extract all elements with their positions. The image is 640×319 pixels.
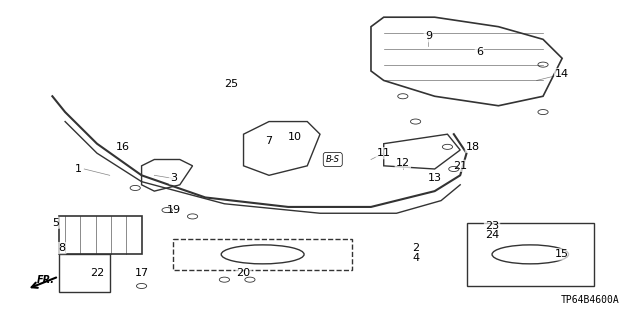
Text: 13: 13 xyxy=(428,174,442,183)
Text: 5: 5 xyxy=(52,218,59,228)
Text: 3: 3 xyxy=(170,174,177,183)
Text: 18: 18 xyxy=(466,142,480,152)
Text: 2: 2 xyxy=(412,243,419,253)
Text: 8: 8 xyxy=(58,243,65,253)
Text: 19: 19 xyxy=(166,205,180,215)
Text: 25: 25 xyxy=(224,78,238,89)
Text: 14: 14 xyxy=(555,69,569,79)
Text: 16: 16 xyxy=(115,142,129,152)
Text: B-S: B-S xyxy=(326,155,340,164)
Text: 15: 15 xyxy=(555,249,569,259)
Text: 17: 17 xyxy=(134,268,148,278)
Text: 23: 23 xyxy=(485,221,499,231)
Text: 7: 7 xyxy=(266,136,273,145)
Text: 1: 1 xyxy=(74,164,81,174)
Text: 4: 4 xyxy=(412,253,419,263)
Text: 6: 6 xyxy=(476,47,483,57)
Text: 20: 20 xyxy=(236,268,251,278)
Text: 12: 12 xyxy=(396,158,410,168)
Text: 22: 22 xyxy=(90,268,104,278)
Text: 24: 24 xyxy=(485,230,499,241)
Text: 9: 9 xyxy=(425,31,432,41)
Text: 21: 21 xyxy=(453,161,467,171)
Text: FR.: FR. xyxy=(36,275,54,285)
Text: 10: 10 xyxy=(287,132,301,142)
Text: 11: 11 xyxy=(377,148,391,158)
Text: TP64B4600A: TP64B4600A xyxy=(561,295,620,305)
